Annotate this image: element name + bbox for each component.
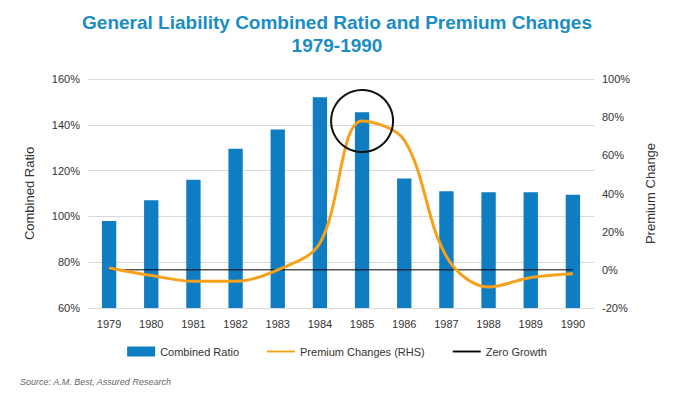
svg-text:100%: 100% — [602, 73, 630, 85]
svg-text:1979: 1979 — [97, 318, 121, 330]
svg-text:140%: 140% — [52, 119, 80, 131]
svg-text:80%: 80% — [602, 111, 624, 123]
svg-text:100%: 100% — [52, 210, 80, 222]
svg-text:Zero Growth: Zero Growth — [486, 346, 547, 358]
svg-text:60%: 60% — [602, 149, 624, 161]
svg-text:1990: 1990 — [561, 318, 585, 330]
svg-text:Premium Change: Premium Change — [643, 143, 658, 244]
svg-text:1985: 1985 — [350, 318, 374, 330]
svg-text:Source: A.M. Best, Assured Res: Source: A.M. Best, Assured Research — [20, 377, 171, 387]
svg-text:General Liability Combined Rat: General Liability Combined Ratio and Pre… — [82, 12, 592, 33]
svg-text:1983: 1983 — [266, 318, 290, 330]
svg-text:160%: 160% — [52, 73, 80, 85]
svg-text:1980: 1980 — [139, 318, 163, 330]
svg-text:60%: 60% — [58, 302, 80, 314]
svg-text:Premium Changes (RHS): Premium Changes (RHS) — [300, 346, 425, 358]
svg-text:Combined Ratio: Combined Ratio — [160, 346, 239, 358]
svg-text:1989: 1989 — [519, 318, 543, 330]
svg-text:20%: 20% — [602, 226, 624, 238]
svg-text:1979-1990: 1979-1990 — [292, 35, 383, 56]
svg-text:1986: 1986 — [392, 318, 416, 330]
svg-text:1982: 1982 — [223, 318, 247, 330]
svg-text:-20%: -20% — [602, 302, 628, 314]
svg-text:80%: 80% — [58, 256, 80, 268]
svg-text:Combined Ratio: Combined Ratio — [22, 147, 37, 240]
svg-text:1988: 1988 — [476, 318, 500, 330]
svg-text:1981: 1981 — [181, 318, 205, 330]
svg-text:0%: 0% — [602, 264, 618, 276]
svg-text:120%: 120% — [52, 165, 80, 177]
svg-text:40%: 40% — [602, 188, 624, 200]
svg-text:1987: 1987 — [434, 318, 458, 330]
svg-text:1984: 1984 — [308, 318, 332, 330]
